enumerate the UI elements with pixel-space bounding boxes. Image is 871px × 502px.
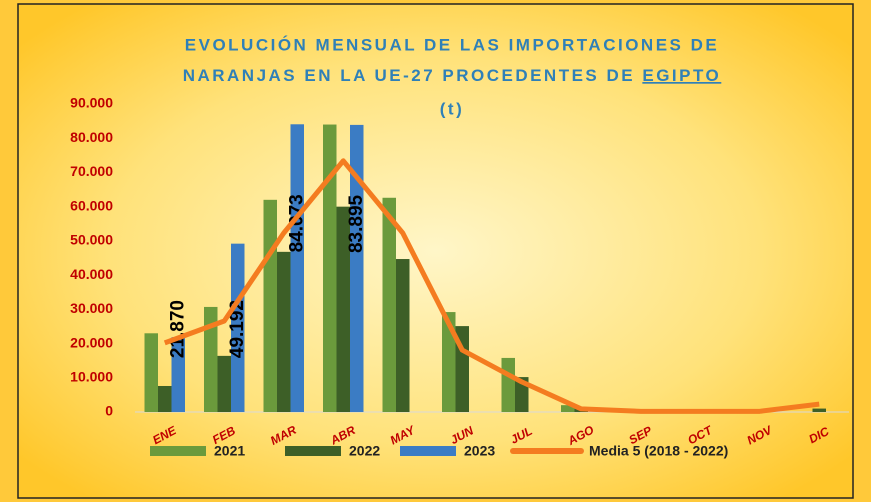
y-tick-label: 50.000	[70, 232, 113, 248]
bar	[323, 124, 337, 413]
chart-title: (t)	[440, 99, 464, 118]
y-tick-label: 30.000	[70, 300, 113, 316]
line	[163, 158, 820, 414]
bar	[812, 408, 826, 412]
bar	[217, 355, 231, 412]
bar	[158, 385, 172, 412]
title-line: NARANJAS EN LA UE-27 PROCEDENTES DE	[183, 66, 635, 85]
y-tick-label: 90.000	[70, 95, 113, 111]
data-label: 83.895	[346, 194, 367, 253]
bar	[396, 259, 410, 412]
legend-label: Media 5 (2018 - 2022)	[589, 443, 728, 459]
bar	[277, 251, 291, 412]
legend-label: 2022	[349, 443, 380, 459]
bar	[561, 405, 575, 412]
y-tick-label: 0	[105, 403, 113, 419]
y-tick-label: 60.000	[70, 197, 113, 213]
bar	[204, 306, 218, 412]
y-tick-label: 70.000	[70, 163, 113, 179]
data-label: 49.192	[227, 300, 248, 358]
bar	[501, 357, 515, 412]
y-tick-label: 40.000	[70, 266, 113, 282]
legend-swatch	[285, 446, 341, 456]
data-label: 21.870	[167, 300, 188, 358]
legend-swatch	[150, 446, 206, 456]
legend-swatch	[400, 446, 456, 456]
bar	[336, 206, 350, 412]
bar	[350, 124, 364, 412]
chart-title: NARANJAS EN LA UE-27 PROCEDENTES DE EGIP…	[183, 66, 722, 85]
bar	[231, 243, 245, 412]
bar	[171, 337, 185, 412]
bar	[263, 199, 277, 412]
chart-title: EVOLUCIÓN MENSUAL DE LAS IMPORTACIONES D…	[185, 35, 719, 54]
bar	[290, 124, 304, 412]
bar	[442, 312, 456, 412]
bar	[144, 333, 158, 412]
title-highlight: EGIPTO	[642, 66, 721, 85]
chart-area	[17, 3, 854, 499]
legend-label: 2021	[214, 443, 245, 459]
y-tick-label: 20.000	[70, 334, 113, 350]
y-tick-label: 10.000	[70, 368, 113, 384]
bar	[382, 197, 396, 412]
y-tick-label: 80.000	[70, 129, 113, 145]
legend-label: 2023	[464, 443, 495, 459]
